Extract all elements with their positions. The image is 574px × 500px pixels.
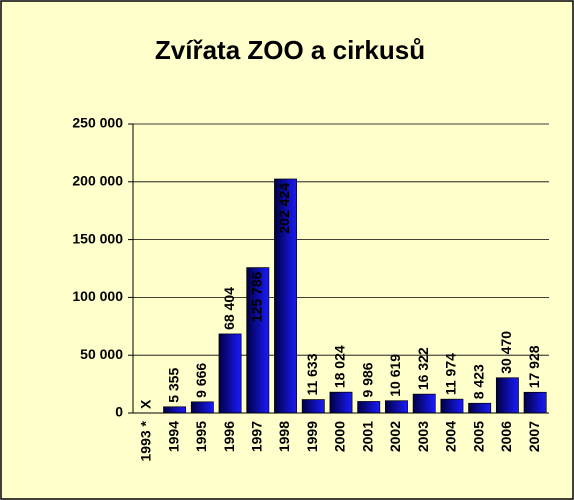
- data-label: 11 633: [304, 353, 320, 395]
- data-label: 125 786: [249, 271, 265, 322]
- x-tick-label: 2001: [359, 421, 375, 452]
- x-tick-label: 1998: [276, 421, 292, 452]
- data-label: 30 470: [498, 331, 514, 374]
- x-tick-label: 1995: [193, 421, 209, 452]
- bar: [301, 399, 325, 414]
- x-tick-label: 2000: [332, 421, 348, 452]
- y-tick-label: 50 000: [80, 346, 123, 362]
- bar: [523, 391, 547, 414]
- bar: [412, 393, 436, 414]
- bar: [440, 398, 464, 414]
- y-tick-label: 0: [115, 404, 123, 420]
- x-tick-label: 2002: [387, 421, 403, 452]
- data-label: 11 974: [443, 353, 459, 395]
- x-tick-label: 1993 *: [138, 420, 154, 461]
- data-label: 16 322: [415, 347, 431, 390]
- y-tick-label: 100 000: [72, 288, 123, 304]
- data-label: 18 024: [332, 345, 348, 388]
- x-tick-label: 1999: [304, 421, 320, 452]
- bar: [190, 401, 214, 414]
- x-tick-label: 1997: [249, 421, 265, 452]
- x-tick-label: 2003: [415, 421, 431, 452]
- y-tick-label: 250 000: [72, 115, 123, 131]
- x-tick-label: 1994: [165, 421, 181, 452]
- x-tick-label: 2005: [470, 421, 486, 452]
- bar: [357, 401, 381, 414]
- bar: [329, 391, 353, 414]
- data-label: 5 355: [165, 368, 181, 403]
- data-label: 17 928: [526, 345, 542, 388]
- bar: [163, 406, 187, 414]
- data-label: 10 619: [387, 354, 403, 397]
- data-label: X: [138, 399, 154, 409]
- x-tick-label: 2007: [526, 421, 542, 452]
- x-tick-label: 2006: [498, 421, 514, 452]
- data-label: 8 423: [470, 364, 486, 399]
- bar: [495, 377, 519, 414]
- y-tick-label: 200 000: [72, 173, 123, 189]
- x-tick-label: 2004: [443, 421, 459, 452]
- chart-title: Zvířata ZOO a cirkusů: [155, 35, 425, 65]
- x-tick-label: 1996: [221, 421, 237, 452]
- bar: [385, 400, 408, 414]
- data-label: 9 986: [359, 362, 375, 397]
- data-label: 68 404: [221, 287, 237, 330]
- bar: [218, 333, 242, 414]
- data-label: 9 666: [193, 363, 209, 398]
- bar: [468, 402, 492, 414]
- data-label: 202 424: [276, 183, 292, 234]
- y-tick-label: 150 000: [72, 230, 123, 246]
